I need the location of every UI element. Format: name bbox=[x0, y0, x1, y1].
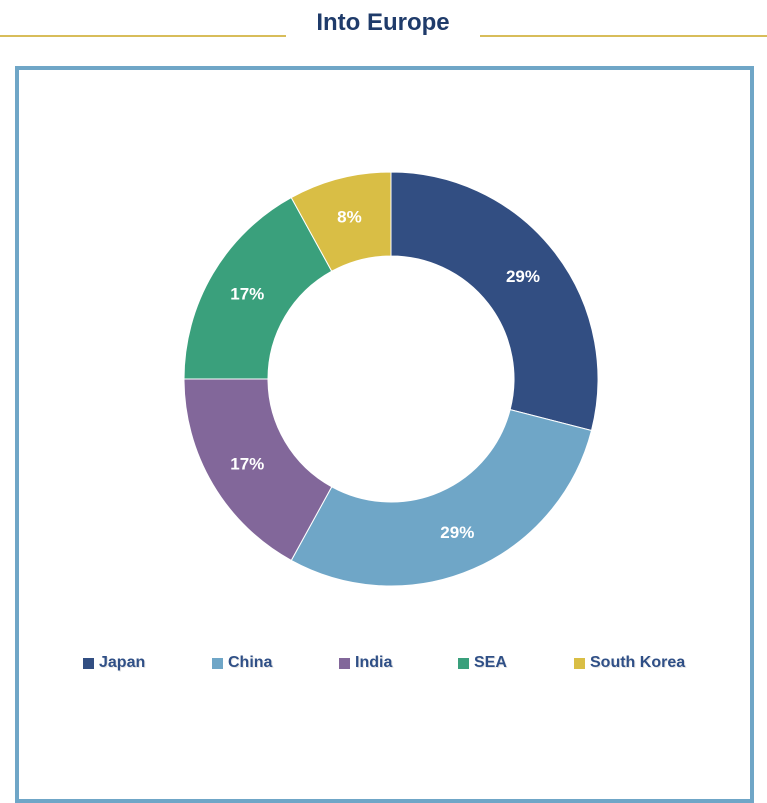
legend-item-japan: Japan bbox=[83, 654, 145, 672]
legend-label-japan: Japan bbox=[99, 654, 146, 671]
legend-item-sea: SEA bbox=[458, 654, 507, 672]
legend-swatch-south-korea bbox=[574, 657, 585, 669]
legend-item-south-korea: South Korea bbox=[574, 654, 685, 672]
slice-label-japan: 29% bbox=[506, 267, 540, 286]
legend-swatch-china bbox=[212, 657, 223, 669]
donut-chart: 29% 29% 17% 17% 8% bbox=[183, 171, 599, 587]
donut-slice-japan bbox=[390, 171, 599, 432]
donut-slice-south-korea bbox=[290, 171, 392, 272]
legend-label-south-korea: South Korea bbox=[590, 654, 686, 671]
title-banner: Into Europe bbox=[286, 4, 480, 42]
legend-item-china: China bbox=[212, 654, 272, 672]
donut-slice-china bbox=[290, 408, 593, 587]
legend-item-india: India bbox=[339, 654, 392, 672]
legend-swatch-india bbox=[339, 657, 350, 669]
donut-slices bbox=[183, 171, 599, 587]
legend-label-india: India bbox=[355, 654, 393, 671]
slice-label-china: 29% bbox=[440, 523, 474, 542]
legend-swatch-sea bbox=[458, 657, 469, 669]
slice-label-sea: 17% bbox=[230, 284, 264, 303]
legend-label-china: China bbox=[228, 654, 273, 671]
chart-legend: Japan China India SEA South Korea bbox=[19, 654, 750, 676]
donut-slice-labels: 29% 29% 17% 17% 8% bbox=[230, 208, 540, 542]
slice-label-india: 17% bbox=[230, 455, 264, 474]
page-title: Into Europe bbox=[316, 9, 450, 36]
legend-label-sea: SEA bbox=[474, 654, 507, 671]
chart-frame: 29% 29% 17% 17% 8% Japan China India SEA Sou… bbox=[15, 66, 754, 803]
legend-swatch-japan bbox=[83, 657, 94, 669]
slice-label-south-korea: 8% bbox=[337, 208, 362, 227]
